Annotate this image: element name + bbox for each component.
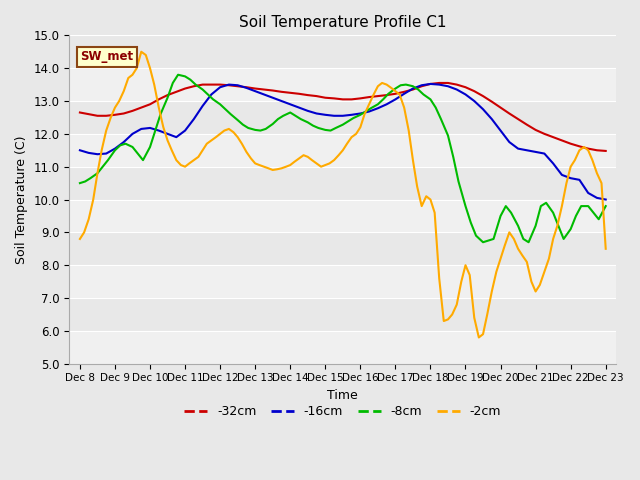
Bar — [69, 36, 616, 68]
Legend: -32cm, -16cm, -8cm, -2cm: -32cm, -16cm, -8cm, -2cm — [179, 400, 506, 423]
Bar — [69, 331, 616, 364]
Bar — [69, 134, 616, 167]
Text: SW_met: SW_met — [81, 50, 134, 63]
Bar — [69, 298, 616, 331]
Bar — [69, 265, 616, 298]
Title: Soil Temperature Profile C1: Soil Temperature Profile C1 — [239, 15, 447, 30]
Y-axis label: Soil Temperature (C): Soil Temperature (C) — [15, 135, 28, 264]
Bar — [69, 101, 616, 134]
Bar — [69, 232, 616, 265]
Bar — [69, 167, 616, 200]
Bar — [69, 200, 616, 232]
Bar — [69, 68, 616, 101]
X-axis label: Time: Time — [328, 389, 358, 402]
